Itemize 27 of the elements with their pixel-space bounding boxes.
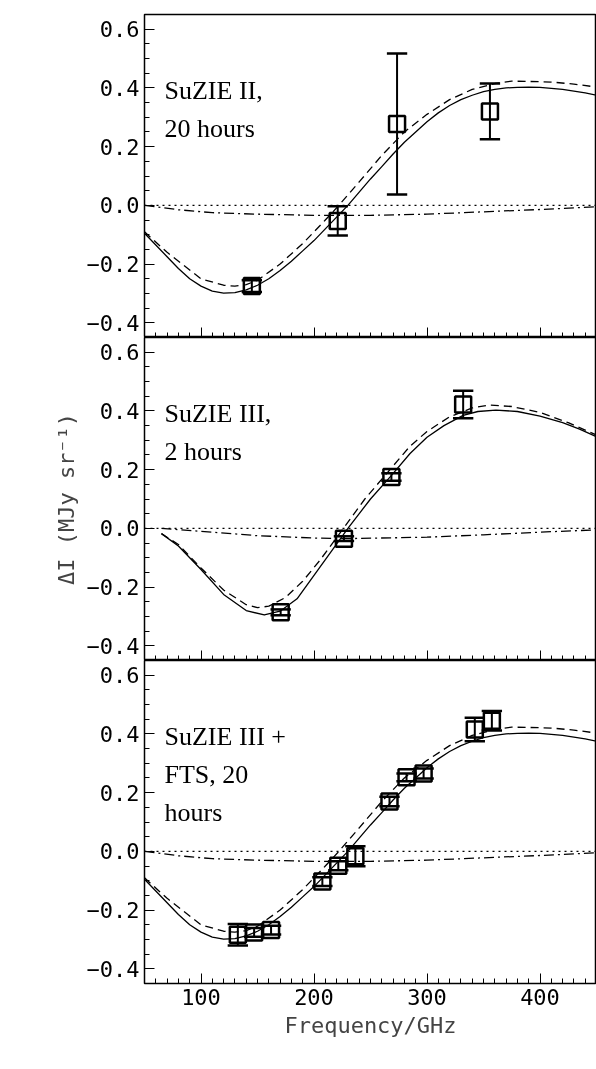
y-tick-label: 0.0 xyxy=(99,193,140,219)
y-tick-label: −0.2 xyxy=(86,575,140,601)
x-tick-label: 100 xyxy=(181,984,221,1010)
annotation: SuZIE II, 20 hours xyxy=(164,75,263,143)
y-tick-label: 0.2 xyxy=(99,457,140,483)
x-axis-title: Frequency/GHz xyxy=(284,1012,457,1038)
x-tick-label: 400 xyxy=(520,984,560,1010)
y-tick-label: 0.2 xyxy=(99,780,140,806)
x-tick-label: 300 xyxy=(407,984,447,1010)
y-tick-label: 0.0 xyxy=(99,839,140,865)
y-tick-label: −0.4 xyxy=(86,310,140,336)
y-tick-label: 0.4 xyxy=(99,75,140,101)
y-tick-label: −0.4 xyxy=(86,633,140,659)
y-tick-label: −0.4 xyxy=(86,956,140,982)
y-tick-label: 0.4 xyxy=(99,721,140,747)
y-tick-label: 0.6 xyxy=(99,663,140,689)
y-tick-label: 0.4 xyxy=(99,398,140,424)
annotation: SuZIE III, 2 hours xyxy=(164,398,272,466)
y-tick-label: −0.2 xyxy=(86,252,140,278)
y-tick-label: 0.6 xyxy=(99,340,140,366)
y-axis-title: ΔI (MJy sr⁻¹) xyxy=(53,412,79,586)
annotation: SuZIE III + FTS, 20 hours xyxy=(164,721,287,827)
y-tick-label: 0.0 xyxy=(99,516,140,542)
x-tick-label: 200 xyxy=(294,984,334,1010)
y-tick-label: −0.2 xyxy=(86,898,140,924)
y-tick-label: 0.6 xyxy=(99,17,140,43)
y-tick-label: 0.2 xyxy=(99,134,140,160)
